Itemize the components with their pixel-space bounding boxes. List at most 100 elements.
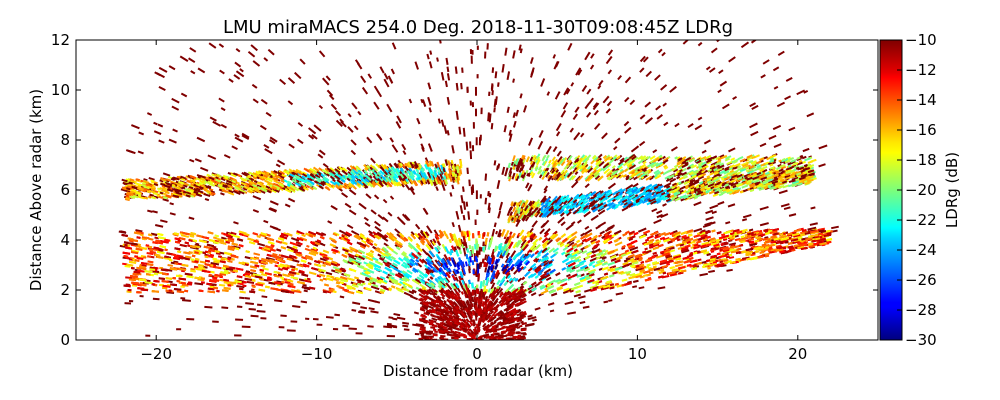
echo-cell [496, 279, 501, 285]
echo-cell [621, 278, 628, 282]
echo-cell [436, 240, 442, 246]
echo-cell [704, 221, 713, 227]
echo-cell [630, 145, 640, 153]
echo-cell [295, 241, 301, 245]
echo-cell [761, 243, 767, 247]
echo-cell [539, 195, 547, 204]
echo-cell [634, 272, 643, 277]
echo-cell [270, 287, 279, 291]
echo-cell [248, 307, 256, 311]
echo-cell [545, 171, 550, 178]
echo-cell [692, 251, 698, 255]
echo-cell [251, 83, 258, 89]
echo-cell [260, 264, 266, 268]
echo-cell [381, 236, 389, 242]
echo-cell [180, 92, 188, 98]
echo-cell [529, 57, 534, 64]
echo-cell [462, 127, 466, 137]
echo-cell [363, 216, 369, 222]
echo-cell [809, 222, 818, 226]
echo-cell [796, 89, 806, 96]
echo-cell [470, 249, 473, 258]
echo-cell [627, 280, 632, 284]
echo-cell [750, 130, 759, 137]
echo-cell [637, 227, 647, 233]
echo-cell [469, 251, 472, 257]
echo-cell [489, 288, 495, 295]
echo-cell [607, 69, 613, 75]
echo-cell [579, 300, 586, 305]
echo-cell [768, 134, 777, 140]
echo-cell [166, 291, 175, 294]
echo-cell [259, 124, 267, 131]
echo-cell [449, 192, 453, 197]
echo-cell [469, 256, 472, 263]
echo-cell [628, 245, 636, 250]
echo-cell [729, 242, 737, 246]
echo-cell [260, 232, 268, 236]
echo-cell [220, 236, 227, 240]
echo-cell [390, 68, 395, 75]
echo-cell [548, 247, 556, 254]
echo-cell [503, 305, 512, 312]
echo-cell [322, 77, 330, 86]
echo-cell [502, 268, 508, 274]
echo-cell [207, 154, 217, 160]
echo-cell [561, 267, 567, 271]
echo-cell [194, 260, 199, 263]
echo-cell [582, 305, 590, 309]
echo-cell [632, 285, 638, 289]
echo-cell [624, 96, 630, 103]
echo-cell [574, 255, 581, 261]
echo-cell [760, 74, 766, 79]
echo-cell [645, 70, 653, 78]
echo-cell [343, 232, 351, 238]
echo-cell [700, 229, 706, 233]
echo-cell [494, 71, 498, 79]
echo-cell [597, 234, 603, 238]
echo-cell [555, 60, 560, 68]
echo-cell [403, 328, 410, 331]
echo-cell [255, 283, 264, 287]
echo-cell [693, 201, 702, 207]
echo-cell [807, 226, 817, 231]
echo-cell [504, 167, 509, 177]
echo-cell [605, 55, 613, 65]
echo-cell [540, 289, 549, 295]
echo-cell [495, 230, 499, 235]
echo-cell [584, 225, 590, 230]
echo-cell [756, 231, 763, 236]
echo-cell [379, 290, 385, 294]
echo-cell [137, 269, 145, 273]
echo-cell [259, 270, 264, 274]
echo-cell [181, 269, 185, 273]
echo-cell [152, 297, 160, 301]
echo-cell [484, 173, 488, 181]
echo-cell [665, 255, 673, 259]
echo-cell [428, 61, 433, 69]
echo-cell [325, 75, 331, 81]
echo-cell [634, 255, 642, 260]
echo-cell [182, 299, 191, 302]
echo-cell [148, 237, 154, 241]
echo-cell [229, 266, 236, 270]
echo-cell [705, 209, 714, 215]
echo-cell [350, 149, 357, 156]
echo-cell [257, 281, 265, 285]
echo-cell [345, 248, 353, 254]
echo-cell [459, 205, 464, 214]
echo-cell [227, 259, 233, 263]
echo-cell [718, 69, 724, 75]
echo-cell [160, 219, 168, 224]
echo-cell [524, 323, 531, 327]
echo-cell [575, 67, 582, 76]
echo-cell [719, 80, 728, 87]
echo-cell [609, 265, 617, 270]
echo-cell [189, 246, 199, 250]
echo-cell [669, 85, 677, 93]
echo-cell [703, 139, 711, 145]
echo-cell [357, 289, 363, 293]
echo-cell [351, 102, 358, 110]
echo-cell [447, 289, 454, 296]
echo-cell [525, 182, 530, 189]
